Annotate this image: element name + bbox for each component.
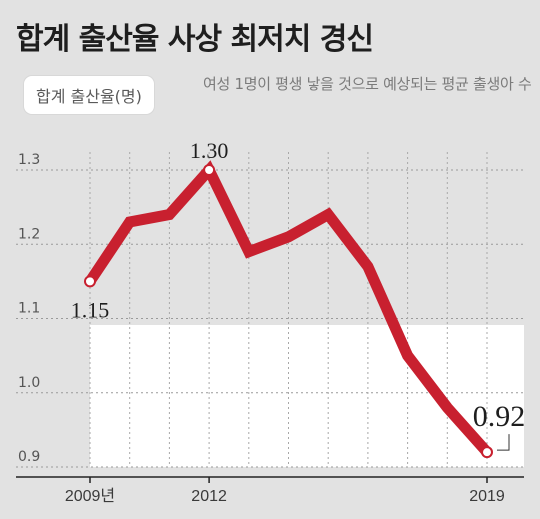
data-point [84, 275, 96, 288]
data-label: 0.92 [473, 400, 526, 433]
plot-area [90, 325, 524, 467]
x-tick-label: 2019 [469, 488, 505, 505]
chart-title: 합계 출산율 사상 최저치 경신 [16, 22, 374, 57]
data-label-leader [497, 434, 510, 451]
y-tick-label: 1.3 [18, 152, 40, 168]
x-tick-label: 2012 [191, 488, 227, 505]
series-line [85, 160, 492, 456]
data-point [203, 164, 216, 176]
data-point [481, 446, 493, 459]
y-tick-label: 1.1 [18, 301, 40, 317]
data-label: 1.30 [190, 138, 229, 163]
data-label: 1.15 [71, 297, 110, 322]
y-tick-label: 1.2 [18, 226, 40, 242]
legend-description: 여성 1명이 평생 낳을 것으로 예상되는 평균 출생아 수 [203, 75, 532, 93]
y-tick-label: 0.9 [18, 449, 40, 465]
y-tick-label: 1.0 [18, 375, 40, 391]
legend-label: 합계 출산율(명) [24, 76, 154, 114]
x-tick-label: 2009년 [65, 487, 115, 505]
